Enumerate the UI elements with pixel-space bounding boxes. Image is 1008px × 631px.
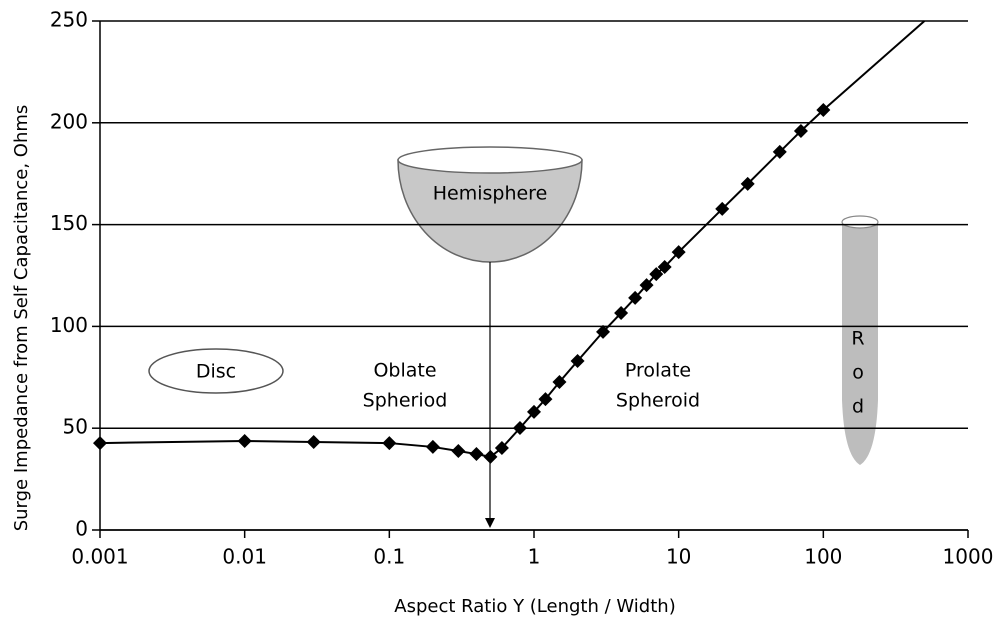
annotation: Hemisphere bbox=[433, 183, 548, 205]
data-point bbox=[596, 324, 611, 339]
series-line bbox=[822, 20, 926, 111]
data-point bbox=[483, 449, 498, 464]
data-point bbox=[671, 245, 686, 260]
data-point bbox=[237, 434, 252, 449]
y-tick-label: 250 bbox=[50, 8, 88, 32]
data-point bbox=[306, 435, 321, 450]
arrow-head bbox=[485, 518, 495, 528]
rod-shape bbox=[842, 222, 878, 465]
x-tick-label: 10 bbox=[666, 545, 691, 569]
y-tick-label: 0 bbox=[75, 517, 88, 541]
x-tick-label: 1 bbox=[528, 545, 541, 569]
annotation: R bbox=[851, 328, 864, 350]
annotation: d bbox=[852, 396, 864, 418]
data-point bbox=[552, 374, 567, 389]
data-point bbox=[512, 420, 527, 435]
hemisphere-rim bbox=[397, 146, 583, 174]
x-axis-label: Aspect Ratio Y (Length / Width) bbox=[394, 596, 675, 617]
data-point bbox=[382, 436, 397, 451]
data-point bbox=[570, 354, 585, 369]
annotation: Prolate bbox=[625, 360, 691, 382]
y-tick-label: 150 bbox=[50, 211, 88, 235]
data-point bbox=[469, 447, 484, 462]
data-point bbox=[740, 176, 755, 191]
data-point bbox=[715, 201, 730, 216]
data-point bbox=[772, 144, 787, 159]
y-tick-label: 50 bbox=[63, 415, 88, 439]
annotation: Spheriod bbox=[363, 390, 448, 412]
data-point bbox=[451, 444, 466, 459]
data-point bbox=[793, 123, 808, 138]
data-point bbox=[527, 404, 541, 419]
data-point bbox=[649, 267, 664, 282]
y-axis-label: Surge Impedance from Self Capacitance, O… bbox=[11, 105, 32, 532]
data-point bbox=[628, 290, 643, 305]
data-point bbox=[538, 392, 553, 407]
annotation: o bbox=[852, 362, 864, 384]
x-tick-label: 0.001 bbox=[71, 545, 128, 569]
x-tick-label: 1000 bbox=[943, 545, 994, 569]
annotation: Spheroid bbox=[616, 390, 700, 412]
x-tick-label: 0.01 bbox=[222, 545, 267, 569]
data-point bbox=[614, 305, 629, 320]
data-point bbox=[639, 278, 654, 293]
x-tick-label: 100 bbox=[804, 545, 842, 569]
disc-shape bbox=[148, 348, 284, 394]
annotation: Disc bbox=[196, 361, 236, 383]
annotation: Oblate bbox=[373, 360, 436, 382]
hemisphere-shape bbox=[397, 159, 583, 263]
data-point bbox=[494, 440, 509, 455]
rod-top bbox=[841, 215, 879, 229]
data-point bbox=[93, 436, 107, 451]
y-tick-label: 200 bbox=[50, 109, 88, 133]
data-point bbox=[657, 259, 672, 274]
illustrations bbox=[148, 146, 879, 528]
data-point bbox=[425, 439, 440, 454]
x-tick-label: 0.1 bbox=[373, 545, 405, 569]
y-tick-label: 100 bbox=[50, 313, 88, 337]
